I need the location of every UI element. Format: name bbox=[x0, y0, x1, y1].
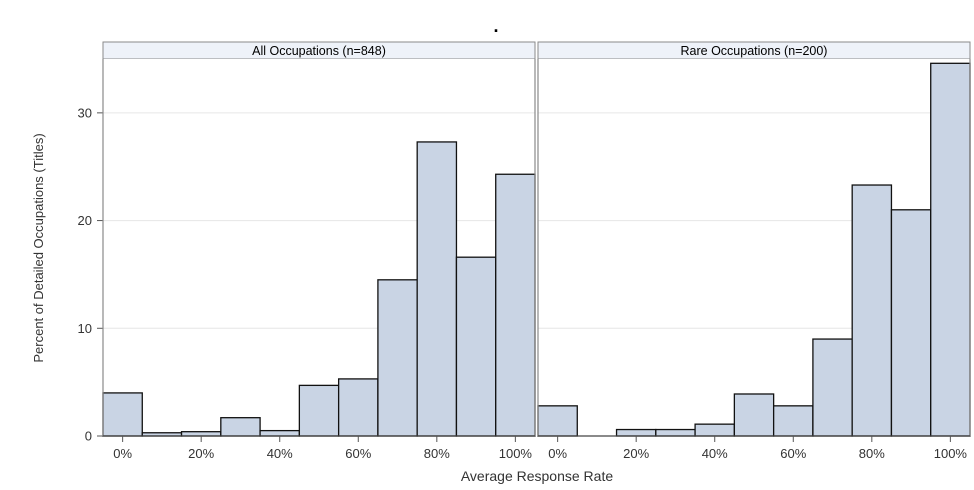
panel-2: Rare Occupations (n=200) 0% 20% 40% 60% 80% 10… bbox=[537, 41, 971, 461]
histogram-bar bbox=[455, 256, 497, 437]
x-tick-label: 20% bbox=[188, 446, 214, 461]
histogram-bar bbox=[615, 428, 657, 437]
y-axis-title: Percent of Detailed Occupations (Titles) bbox=[31, 133, 46, 362]
x-tick-label: 100% bbox=[934, 446, 968, 461]
histogram-bar bbox=[851, 184, 893, 437]
x-tick-label: 0% bbox=[548, 446, 567, 461]
histogram-bar bbox=[259, 429, 301, 437]
histogram-bar bbox=[337, 378, 379, 437]
y-tick-label: 30 bbox=[78, 105, 92, 120]
histogram-bar bbox=[220, 417, 261, 437]
panel-title: Rare Occupations (n=200) bbox=[681, 44, 828, 58]
histogram-bar bbox=[416, 141, 458, 437]
histogram-bar bbox=[537, 405, 578, 437]
x-axis-title: Average Response Rate bbox=[461, 468, 613, 484]
x-tick-label: 60% bbox=[780, 446, 806, 461]
x-tick-label: 40% bbox=[702, 446, 728, 461]
x-tick-label: 100% bbox=[499, 446, 533, 461]
x-tick-label: 20% bbox=[623, 446, 649, 461]
histogram-bar bbox=[930, 62, 971, 437]
x-tick-label: 80% bbox=[424, 446, 450, 461]
y-tick-label: 10 bbox=[78, 321, 92, 336]
chart-title: . bbox=[493, 16, 498, 36]
panel-1: All Occupations (n=848) 0% 20% 40% 60% 80% 100… bbox=[102, 41, 536, 461]
panel-title: All Occupations (n=848) bbox=[252, 44, 386, 58]
histogram-bar bbox=[298, 384, 340, 437]
histogram-bar bbox=[495, 173, 536, 437]
histogram-bar bbox=[772, 405, 814, 437]
x-tick-label: 80% bbox=[859, 446, 885, 461]
histogram-bar bbox=[733, 393, 775, 437]
y-tick-label: 20 bbox=[78, 213, 92, 228]
histogram-bar bbox=[377, 279, 418, 437]
panels-layer: 0 10 20 30 All Occupations (n=848) 0% 20% 40% 60… bbox=[78, 41, 971, 461]
histogram-bar bbox=[694, 423, 736, 437]
y-tick-label: 0 bbox=[85, 429, 92, 444]
x-tick-label: 40% bbox=[267, 446, 293, 461]
histogram-bar bbox=[655, 428, 696, 437]
histogram-bar bbox=[812, 338, 853, 437]
x-tick-label: 60% bbox=[345, 446, 371, 461]
histogram-bar bbox=[102, 392, 143, 437]
x-tick-label: 0% bbox=[113, 446, 132, 461]
histogram-bar bbox=[180, 431, 222, 437]
histogram-bar bbox=[890, 209, 932, 437]
